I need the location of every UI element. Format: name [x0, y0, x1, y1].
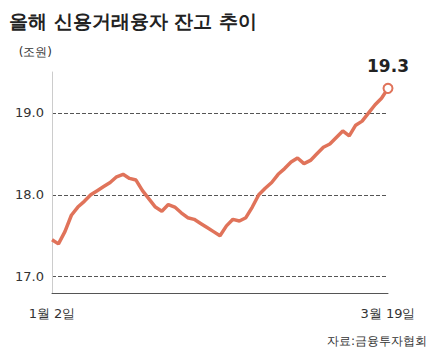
svg-text:3월 19일: 3월 19일 [361, 306, 416, 321]
svg-text:18.0: 18.0 [15, 187, 44, 202]
svg-text:19.0: 19.0 [15, 105, 44, 120]
svg-text:19.3: 19.3 [367, 56, 409, 76]
svg-text:자료:금융투자협회: 자료:금융투자협회 [327, 334, 427, 348]
svg-text:1월 2일: 1월 2일 [29, 306, 76, 321]
svg-text:(조원): (조원) [19, 45, 52, 59]
svg-text:올해 신용거래융자 잔고 추이: 올해 신용거래융자 잔고 추이 [9, 10, 257, 32]
svg-text:17.0: 17.0 [15, 269, 44, 284]
